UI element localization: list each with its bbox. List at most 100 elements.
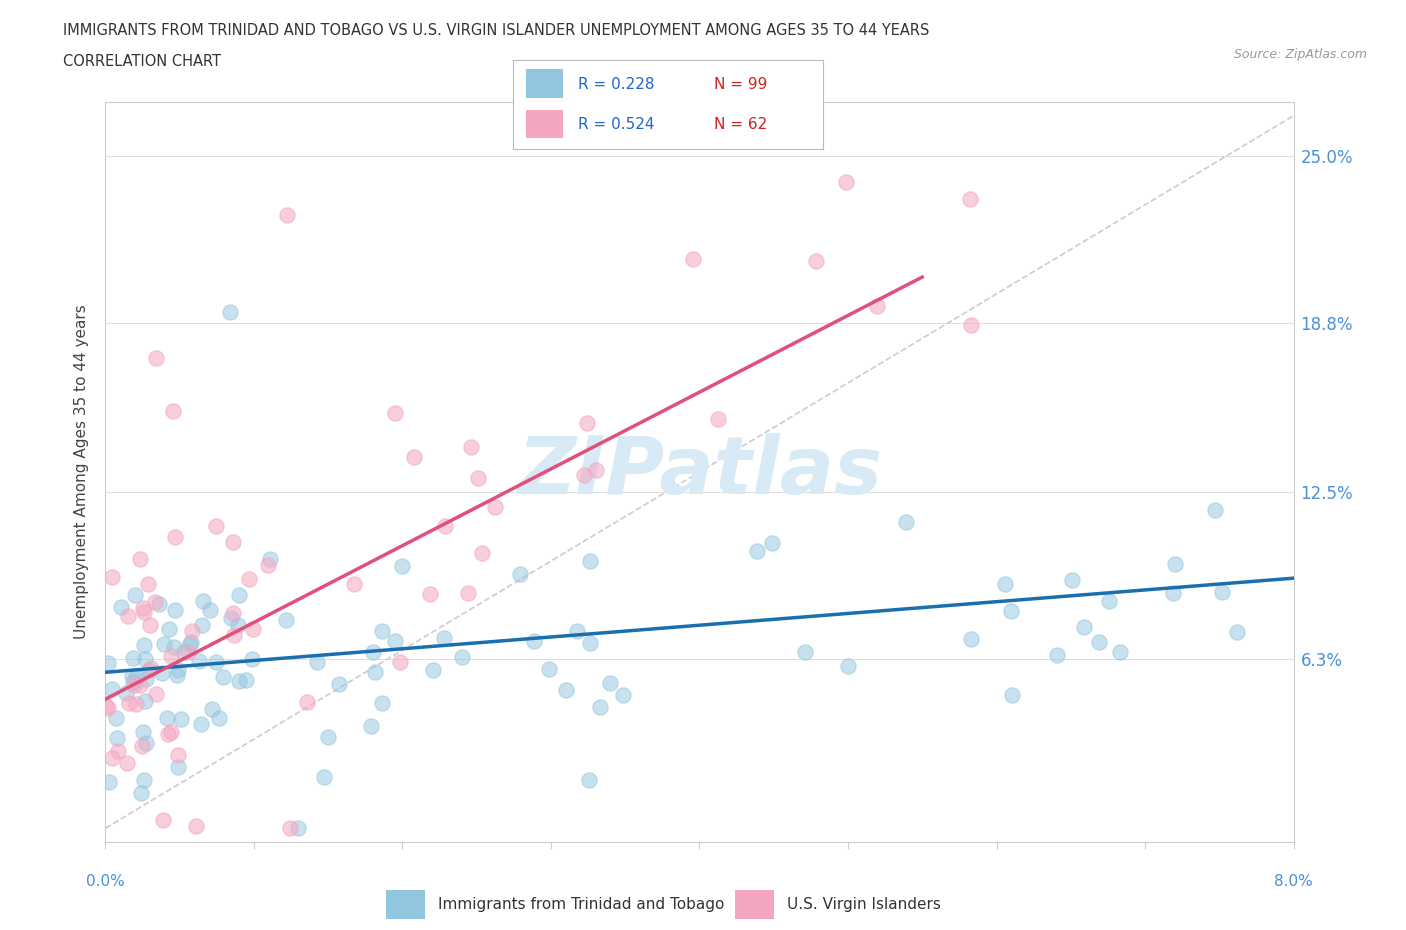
Text: 8.0%: 8.0% [1274, 874, 1313, 889]
Point [316, 730, 339, 745]
Point [806, 254, 828, 269]
Text: ZIPatlas: ZIPatlas [517, 433, 882, 511]
Point [131, 738, 153, 753]
Point [219, 304, 242, 319]
Point [451, 649, 474, 664]
Point [835, 175, 858, 190]
Point [370, 696, 392, 711]
Point [105, 711, 128, 726]
Y-axis label: Unemployment Among Ages 35 to 44 years: Unemployment Among Ages 35 to 44 years [75, 305, 90, 639]
Point [107, 744, 129, 759]
Point [150, 666, 173, 681]
Point [100, 682, 122, 697]
Point [98, 775, 121, 790]
Point [205, 518, 228, 533]
Point [457, 586, 479, 601]
Point [467, 471, 489, 485]
Point [114, 685, 136, 700]
Point [145, 686, 167, 701]
Point [152, 636, 174, 651]
Point [187, 654, 209, 669]
Point [110, 600, 132, 615]
Point [960, 318, 983, 333]
Point [180, 624, 202, 639]
Point [287, 821, 309, 836]
Point [259, 551, 281, 566]
Point [132, 604, 155, 619]
Point [682, 251, 704, 266]
Point [578, 773, 600, 788]
Point [360, 719, 382, 734]
Text: N = 62: N = 62 [714, 116, 768, 131]
Point [173, 644, 195, 659]
Point [579, 636, 602, 651]
Bar [526, 70, 562, 98]
Point [1211, 585, 1233, 600]
Point [224, 628, 246, 643]
Point [959, 631, 981, 646]
Point [994, 577, 1017, 591]
Text: R = 0.228: R = 0.228 [578, 77, 655, 92]
Point [1163, 557, 1185, 572]
Text: IMMIGRANTS FROM TRINIDAD AND TOBAGO VS U.S. VIRGIN ISLANDER UNEMPLOYMENT AMONG A: IMMIGRANTS FROM TRINIDAD AND TOBAGO VS U… [63, 23, 929, 38]
Point [1000, 604, 1022, 618]
Point [152, 813, 174, 828]
Point [134, 693, 156, 708]
Point [145, 351, 167, 365]
Point [745, 543, 768, 558]
Point [226, 618, 249, 632]
Point [125, 697, 148, 711]
Point [190, 716, 212, 731]
Point [179, 636, 201, 651]
Point [1062, 573, 1084, 588]
Point [1087, 634, 1109, 649]
Point [276, 207, 298, 222]
Point [389, 655, 412, 670]
Point [612, 687, 634, 702]
Point [235, 672, 257, 687]
Point [238, 571, 260, 586]
Point [1046, 647, 1069, 662]
Point [579, 554, 602, 569]
Point [136, 577, 159, 591]
Text: 0.0%: 0.0% [86, 874, 125, 889]
Point [166, 668, 188, 683]
Point [343, 577, 366, 591]
Point [509, 566, 531, 581]
Point [384, 405, 406, 420]
Point [1161, 586, 1184, 601]
Point [165, 529, 187, 544]
Point [118, 696, 141, 711]
Point [585, 463, 607, 478]
Point [221, 610, 243, 625]
Point [278, 821, 301, 836]
Point [157, 622, 180, 637]
Text: R = 0.524: R = 0.524 [578, 116, 655, 131]
Point [134, 652, 156, 667]
Point [565, 623, 588, 638]
Point [363, 664, 385, 679]
Point [312, 769, 335, 784]
Point [163, 640, 186, 655]
Point [97, 656, 120, 671]
Point [228, 673, 250, 688]
Point [160, 648, 183, 663]
Point [205, 654, 228, 669]
Point [105, 731, 128, 746]
Point [143, 594, 166, 609]
Point [135, 736, 157, 751]
Point [122, 650, 145, 665]
Point [156, 726, 179, 741]
Point [208, 711, 231, 726]
Text: U.S. Virgin Islanders: U.S. Virgin Islanders [787, 897, 941, 912]
Point [257, 558, 280, 573]
Point [959, 192, 981, 206]
Point [837, 658, 859, 673]
Point [391, 559, 413, 574]
Point [1204, 502, 1226, 517]
Point [1098, 593, 1121, 608]
Point [211, 670, 233, 684]
Bar [526, 110, 562, 139]
Point [129, 551, 152, 566]
Point [162, 404, 184, 418]
